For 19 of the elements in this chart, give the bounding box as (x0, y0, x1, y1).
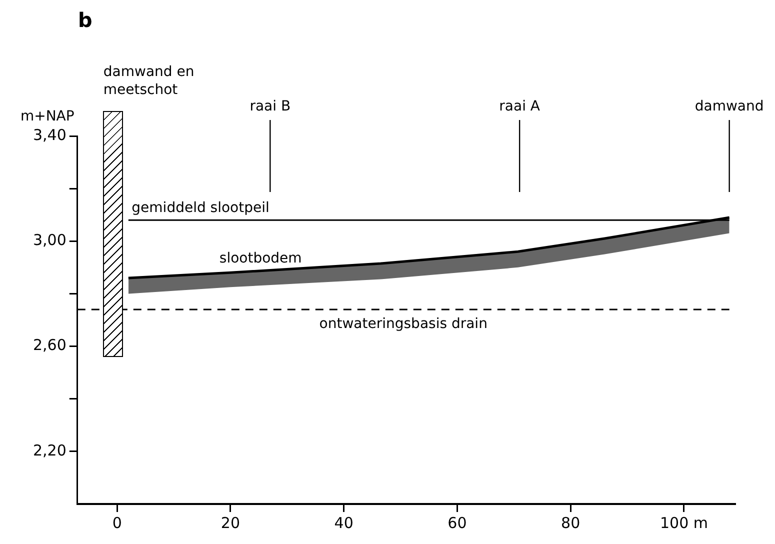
x-tick-label: 0 (112, 514, 122, 532)
y-axis-title: m+NAP (20, 108, 74, 125)
y-tick-label: 3,00 (32, 231, 66, 250)
ref-line-label: damwand (694, 98, 764, 115)
series-label: ontwateringsbasis drain (319, 316, 488, 332)
ref-line-label: raai A (499, 98, 540, 115)
y-tick-label: 2,60 (32, 336, 66, 354)
series-label: slootbodem (219, 250, 302, 266)
x-tick-label: 60 (448, 514, 467, 532)
text: damwand en meetschot (103, 63, 196, 99)
ref-line-label: raai B (250, 98, 291, 115)
x-tick-label: 100 m (660, 514, 708, 532)
y-tick-label: 3,40 (32, 126, 66, 144)
x-tick-label: 20 (220, 514, 240, 532)
series-label: gemiddeld slootpeil (132, 200, 270, 216)
y-tick-label: 2,20 (32, 441, 66, 460)
x-tick-label: 40 (334, 514, 354, 532)
chart-title: b (78, 8, 92, 32)
x-tick-label: 80 (561, 514, 580, 532)
